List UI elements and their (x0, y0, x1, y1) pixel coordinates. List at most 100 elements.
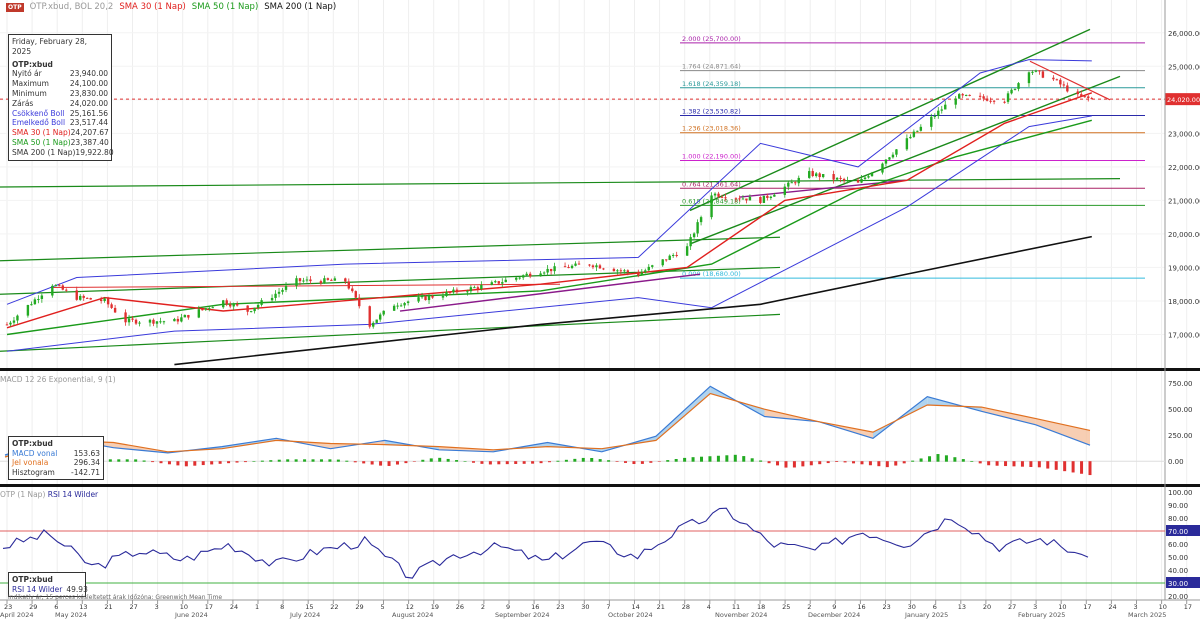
x-day-label: 26 (456, 603, 464, 611)
macd-histogram-bar (902, 461, 906, 464)
candle-body (103, 298, 106, 302)
x-day-label: 12 (406, 603, 414, 611)
macd-histogram-bar (379, 461, 383, 466)
trend-line (49, 283, 561, 289)
panel-divider (0, 368, 1200, 371)
macd-histogram-bar (868, 461, 872, 466)
macd-histogram-bar (1029, 461, 1033, 467)
candle-body (553, 266, 556, 272)
candle-body (424, 296, 427, 301)
rsi-info-box: OTP:xbud RSI 14 Wilder 49.93 (8, 572, 88, 598)
candle-body (281, 289, 284, 292)
x-day-label: 13 (958, 603, 966, 611)
price-tick-label: 25,000.00 (1168, 63, 1200, 71)
candle-body (717, 193, 720, 197)
macd-histogram-bar (362, 461, 366, 464)
info-row-label: Zárás (12, 98, 34, 108)
macd-histogram-bar (835, 461, 839, 462)
macd-tick-label: 250.00 (1168, 432, 1193, 440)
info-row-label: Csökkenő Boll (12, 108, 65, 118)
panel-divider (0, 484, 1200, 487)
fib-level-label: 1.382 (23,530.82) (682, 108, 741, 116)
rsi-30-tag (1166, 577, 1200, 588)
candle-body (344, 278, 347, 282)
price-tick-label: 26,000.00 (1168, 30, 1200, 38)
macd-histogram-bar (556, 460, 560, 462)
macd-histogram-bar (455, 460, 459, 462)
rsi-70-tag (1166, 525, 1200, 536)
macd-histogram-bar (269, 460, 273, 462)
macd-histogram-bar (640, 461, 644, 464)
candle-body (665, 259, 668, 261)
candle-body (1010, 89, 1013, 94)
info-symbol: OTP:xbud (12, 59, 53, 69)
x-day-label: 6 (54, 603, 58, 611)
candle-body (637, 272, 640, 276)
info-row-label: SMA 50 (1 Nap) (12, 137, 71, 147)
candle-body (110, 304, 113, 308)
rsi-30-label: 30.00 (1168, 580, 1188, 588)
macd-histogram-bar (759, 460, 763, 462)
candle-body (808, 171, 811, 178)
macd-histogram-bar (809, 461, 813, 466)
candle-body (113, 307, 117, 313)
fib-level-label: 1.618 (24,359.18) (682, 80, 741, 88)
candle-body (930, 116, 933, 127)
candle-body (127, 318, 131, 323)
candle-body (232, 303, 235, 307)
candle-body (944, 104, 947, 110)
x-month-label: November 2024 (715, 611, 767, 619)
candle-body (734, 198, 738, 200)
candle-body (256, 304, 260, 308)
symbol-line: OTP.xbud, BOL 20,2 (29, 2, 114, 12)
candle-body (522, 275, 525, 278)
info-row-label: MACD vonal (12, 448, 58, 458)
candle-body (89, 298, 92, 300)
x-day-label: 9 (506, 603, 510, 611)
candle-body (881, 163, 884, 173)
candle-body (1083, 96, 1086, 98)
macd-histogram-bar (1063, 461, 1067, 472)
candle-body (466, 291, 469, 293)
macd-histogram-bar (387, 461, 391, 466)
candle-body (668, 255, 671, 260)
macd-histogram-bar (716, 455, 720, 462)
macd-tick-label: 750.00 (1168, 380, 1193, 388)
macd-legend: MACD 12 26 Exponential, 9 (1) (0, 375, 116, 384)
candle-body (860, 178, 863, 183)
candle-body (452, 289, 455, 293)
candle-body (319, 281, 323, 284)
macd-histogram-bar (539, 461, 543, 464)
macd-histogram-bar (336, 459, 340, 462)
candle-body (940, 109, 943, 111)
candle-body (595, 265, 598, 268)
candle-body (525, 273, 528, 276)
candle-body (745, 198, 748, 201)
info-row: SMA 30 (1 Nap) 24,207.67 (12, 128, 109, 138)
candle-body (570, 265, 574, 268)
candle-body (961, 94, 964, 96)
macd-histogram-bar (978, 461, 982, 464)
macd-histogram-bar (894, 461, 898, 466)
macd-histogram-bar (1071, 461, 1075, 473)
macd-histogram-bar (818, 461, 822, 465)
candle-body (528, 273, 532, 277)
x-day-label: 23 (4, 603, 12, 611)
macd-histogram-bar (691, 457, 695, 462)
x-day-label: 6 (933, 603, 937, 611)
candle-body (326, 278, 330, 280)
candle-body (783, 186, 787, 195)
candle-body (33, 299, 37, 305)
macd-histogram-bar (632, 461, 636, 465)
rsi-tick-label: 100.00 (1168, 489, 1193, 497)
candle-body (208, 308, 211, 310)
macd-histogram-bar (303, 459, 307, 462)
info-row-value: 23,517.44 (69, 118, 108, 128)
x-month-label: July 2024 (289, 611, 320, 619)
x-day-label: 11 (732, 603, 740, 611)
candle-body (644, 270, 647, 273)
candle-body (797, 177, 800, 184)
candle-body (909, 136, 912, 139)
macd-histogram-bar (649, 461, 653, 463)
